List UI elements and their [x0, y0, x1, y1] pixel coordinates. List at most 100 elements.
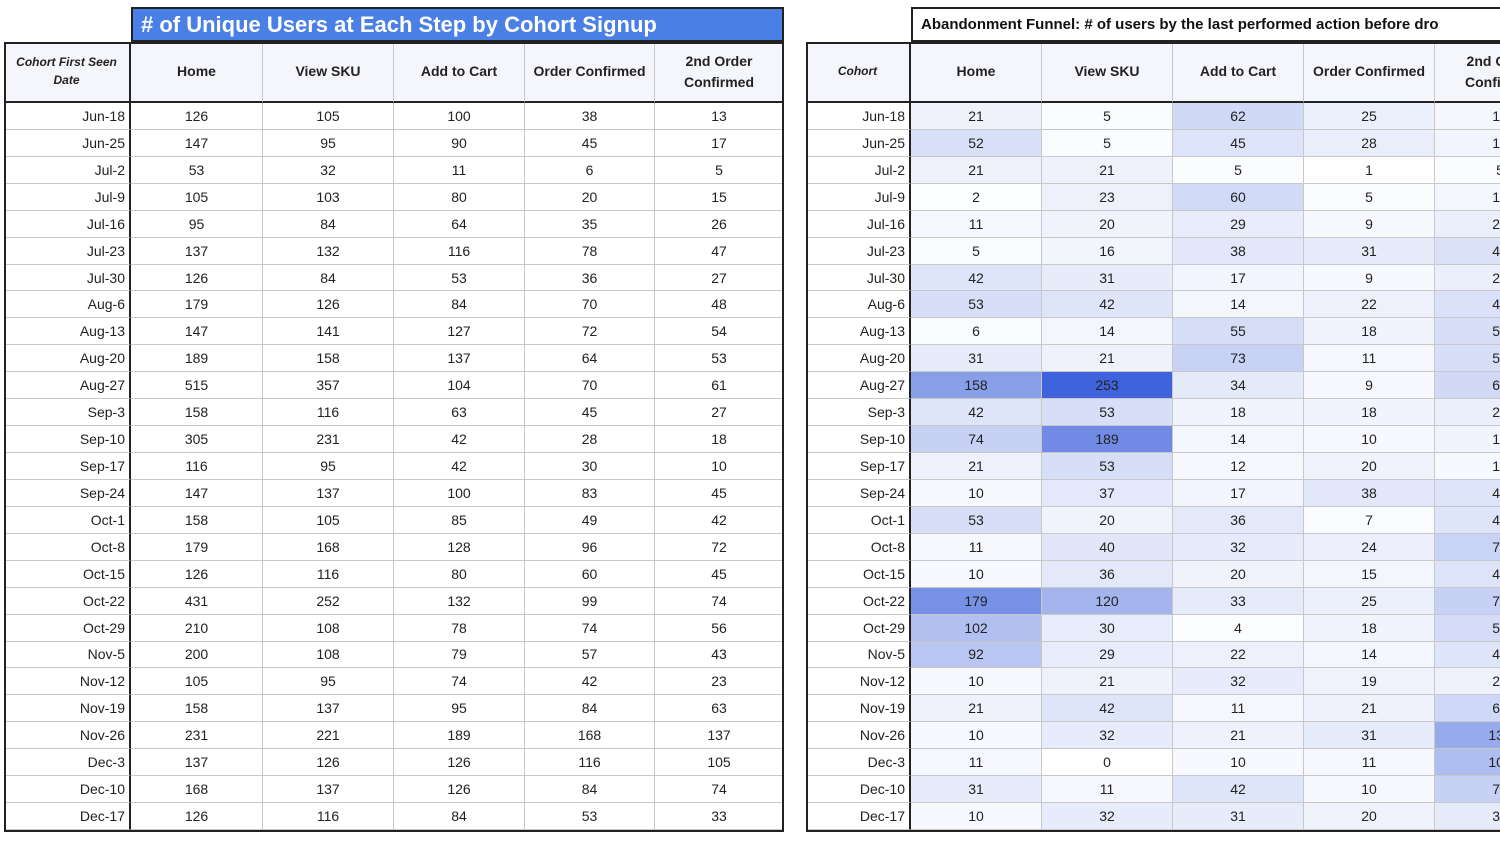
value-cell: 105	[655, 749, 784, 777]
value-cell: 6	[525, 156, 655, 184]
cohort-cell: Sep-17	[4, 453, 131, 480]
value-cell: 21	[1304, 695, 1435, 723]
value-cell: 24	[1304, 533, 1435, 561]
value-cell: 116	[525, 749, 655, 777]
value-cell: 20	[525, 183, 655, 211]
value-cell: 179	[131, 533, 263, 561]
value-cell: 168	[525, 722, 655, 750]
cohort-cell: Sep-3	[806, 399, 911, 427]
value-cell: 158	[131, 506, 263, 534]
cohort-cell: Jul-23	[4, 237, 131, 265]
value-cell: 26	[655, 210, 784, 238]
cohort-cell: Aug-20	[4, 345, 131, 373]
column-header: View SKU	[1042, 42, 1173, 103]
cohort-cell: Jul-9	[806, 183, 911, 211]
value-cell: 18	[1304, 399, 1435, 427]
cohort-cell: Dec-17	[4, 803, 131, 830]
value-cell: 100	[394, 103, 525, 130]
value-cell: 126	[131, 264, 263, 292]
value-cell: 14	[1042, 318, 1173, 346]
cohort-cell: Nov-19	[806, 695, 911, 723]
value-cell: 10	[1304, 426, 1435, 454]
value-cell: 11	[394, 156, 525, 184]
value-cell: 189	[131, 345, 263, 373]
value-cell: 305	[131, 426, 263, 454]
value-cell: 84	[263, 264, 394, 292]
value-cell: 90	[394, 129, 525, 157]
value-cell: 158	[131, 695, 263, 723]
value-cell: 127	[394, 318, 525, 346]
cohort-cell: Oct-22	[806, 587, 911, 615]
value-cell: 60	[1173, 183, 1304, 211]
column-header: Add to Cart	[1173, 42, 1304, 103]
cohort-cell: Aug-6	[806, 291, 911, 319]
value-cell: 431	[131, 587, 263, 615]
value-cell: 53	[1042, 399, 1173, 427]
value-cell: 21	[911, 453, 1042, 480]
value-cell: 126	[263, 291, 394, 319]
value-cell: 31	[1173, 803, 1304, 830]
value-cell: 42	[394, 426, 525, 454]
value-cell: 11	[911, 210, 1042, 238]
value-cell: 74	[1435, 776, 1500, 804]
value-cell: 84	[525, 776, 655, 804]
value-cell: 84	[394, 291, 525, 319]
value-cell: 5	[1173, 156, 1304, 184]
value-cell: 126	[131, 560, 263, 588]
value-cell: 45	[525, 399, 655, 427]
value-cell: 126	[131, 803, 263, 830]
value-cell: 10	[911, 668, 1042, 696]
value-cell: 53	[525, 803, 655, 830]
value-cell: 105	[131, 183, 263, 211]
cohort-cell: Jul-2	[806, 156, 911, 184]
cohort-cell: Jul-23	[806, 237, 911, 265]
value-cell: 18	[1173, 399, 1304, 427]
value-cell: 38	[1173, 237, 1304, 265]
cohort-cell: Oct-29	[4, 614, 131, 642]
value-cell: 45	[1173, 129, 1304, 157]
value-cell: 7	[1304, 506, 1435, 534]
value-cell: 32	[1173, 668, 1304, 696]
value-cell: 45	[655, 479, 784, 507]
value-cell: 210	[131, 614, 263, 642]
value-cell: 10	[1435, 453, 1500, 480]
column-header: Order Confirmed	[525, 42, 655, 103]
cohort-cell: Nov-19	[4, 695, 131, 723]
value-cell: 0	[1042, 749, 1173, 777]
value-cell: 83	[525, 479, 655, 507]
cohort-cell: Nov-5	[4, 641, 131, 669]
value-cell: 168	[263, 533, 394, 561]
value-cell: 28	[525, 426, 655, 454]
value-cell: 13	[1435, 103, 1500, 130]
value-cell: 5	[1304, 183, 1435, 211]
value-cell: 158	[911, 372, 1042, 400]
value-cell: 22	[1173, 641, 1304, 669]
value-cell: 126	[394, 776, 525, 804]
value-cell: 74	[655, 587, 784, 615]
column-header: Home	[911, 42, 1042, 103]
cohort-cell: Aug-6	[4, 291, 131, 319]
value-cell: 253	[1042, 372, 1173, 400]
cohort-cell: Oct-22	[4, 587, 131, 615]
value-cell: 53	[911, 291, 1042, 319]
value-cell: 11	[1173, 695, 1304, 723]
value-cell: 27	[1435, 399, 1500, 427]
value-cell: 54	[1435, 318, 1500, 346]
cohort-cell: Sep-24	[806, 479, 911, 507]
value-cell: 5	[1042, 103, 1173, 130]
cohort-cell: Nov-12	[4, 668, 131, 696]
value-cell: 18	[1304, 318, 1435, 346]
value-cell: 74	[394, 668, 525, 696]
value-cell: 137	[394, 345, 525, 373]
value-cell: 64	[525, 345, 655, 373]
value-cell: 74	[1435, 587, 1500, 615]
value-cell: 45	[655, 560, 784, 588]
value-cell: 95	[394, 695, 525, 723]
cohort-cell: Sep-24	[4, 479, 131, 507]
cohort-cell: Jun-25	[806, 129, 911, 157]
value-cell: 92	[911, 641, 1042, 669]
value-cell: 137	[263, 479, 394, 507]
value-cell: 13	[655, 103, 784, 130]
value-cell: 21	[1173, 722, 1304, 750]
value-cell: 80	[394, 183, 525, 211]
